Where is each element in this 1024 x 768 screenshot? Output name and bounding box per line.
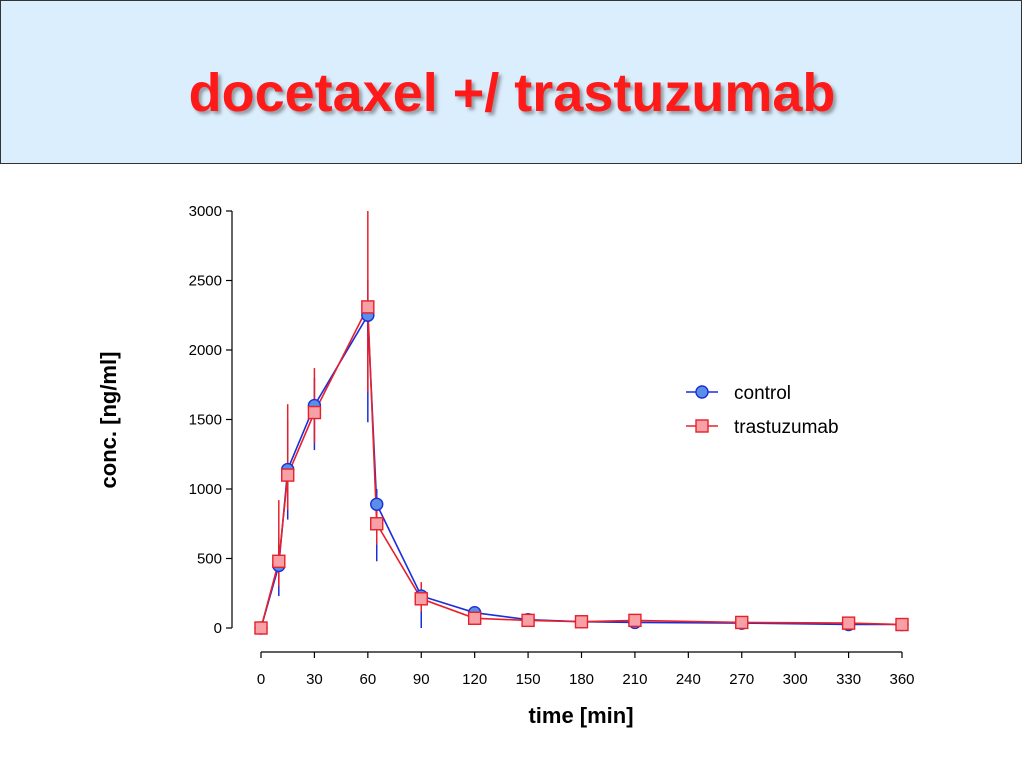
- legend-marker-trastuzumab: [695, 419, 709, 433]
- x-tick-label: 210: [622, 671, 647, 688]
- slide-title: docetaxel +/ trastuzumab: [188, 63, 836, 123]
- x-tick-label: 240: [676, 671, 701, 688]
- x-tick-label: 60: [359, 671, 376, 688]
- trastuzumab-point: [841, 616, 856, 630]
- trastuzumab-point: [574, 615, 589, 629]
- y-tick-label: 0: [214, 620, 222, 637]
- trastuzumab-series-line: [260, 303, 903, 629]
- y-tick-label: 1500: [189, 412, 222, 429]
- x-tick-label: 150: [516, 671, 541, 688]
- legend-label-trastuzumab: trastuzumab: [734, 417, 839, 438]
- trastuzumab-point: [467, 611, 482, 625]
- legend-label-control: control: [734, 383, 791, 404]
- y-tick-label: 3000: [189, 203, 222, 220]
- trastuzumab-point: [307, 405, 322, 420]
- legend-marker-control: [695, 385, 709, 399]
- x-tick-label: 90: [413, 671, 430, 688]
- x-tick-label: 360: [889, 671, 914, 688]
- trastuzumab-point: [370, 517, 384, 531]
- x-tick-label: 330: [836, 671, 861, 688]
- x-tick-label: 270: [729, 671, 754, 688]
- x-tick-label: 180: [569, 671, 594, 688]
- x-tick-label: 300: [783, 671, 808, 688]
- x-tick-label: 120: [462, 671, 487, 688]
- trastuzumab-point: [521, 613, 535, 628]
- trastuzumab-point: [628, 613, 642, 628]
- trastuzumab-point: [281, 468, 295, 482]
- trastuzumab-point: [735, 615, 749, 630]
- y-tick-label: 500: [197, 551, 222, 568]
- x-tick-label: 0: [257, 671, 265, 688]
- y-tick-label: 1000: [189, 481, 222, 498]
- trastuzumab-point: [361, 300, 375, 314]
- control-point: [370, 497, 384, 511]
- trastuzumab-point: [895, 617, 909, 632]
- trastuzumab-point: [414, 592, 428, 606]
- x-axis-title: time [min]: [528, 703, 633, 728]
- x-tick-label: 30: [306, 671, 323, 688]
- y-tick-label: 2500: [189, 273, 222, 290]
- y-axis-title: conc. [ng/ml]: [96, 352, 121, 489]
- control-series-line: [260, 312, 902, 629]
- trastuzumab-point: [254, 621, 268, 635]
- title-banner: [0, 0, 1022, 164]
- trastuzumab-point: [272, 554, 286, 568]
- y-tick-label: 2000: [189, 342, 222, 359]
